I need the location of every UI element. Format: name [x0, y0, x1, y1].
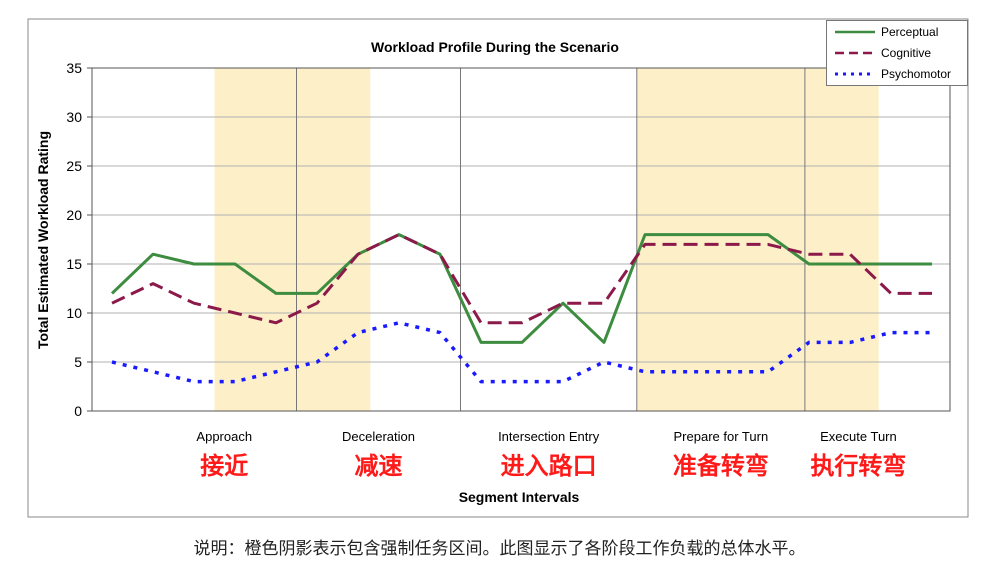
chart-title: Workload Profile During the Scenario — [371, 39, 619, 55]
legend-label-cognitive: Cognitive — [881, 46, 932, 60]
segment-label-4: Execute Turn — [820, 429, 897, 444]
shaded-interval-0 — [214, 68, 371, 411]
y-tick-labels: 0 5 10 15 20 25 30 35 — [66, 60, 82, 419]
series-line-perceptual — [110, 233, 932, 344]
legend-item-perceptual: Perceptual — [833, 24, 938, 40]
legend: Perceptual Cognitive Psychomotor — [826, 20, 968, 86]
y-tick-label-20: 20 — [66, 207, 82, 223]
legend-label-perceptual: Perceptual — [881, 25, 939, 39]
series-lines — [110, 233, 932, 384]
workload-chart: 0 5 10 15 20 25 30 35 Approach 接近 Deceleration 减速 I… — [27, 18, 969, 518]
segment-label-2: Intersection Entry — [498, 429, 600, 444]
y-tick-label-25: 25 — [66, 158, 82, 174]
y-tick-label-35: 35 — [66, 60, 82, 76]
legend-item-psychomotor: Psychomotor — [833, 66, 951, 82]
figure-caption: 说明：橙色阴影表示包含强制任务区间。此图显示了各阶段工作负载的总体水平。 — [193, 539, 806, 559]
segment-labels: Approach 接近 Deceleration 减速 Intersection Ent… — [196, 429, 906, 480]
legend-label-psychomotor: Psychomotor — [881, 67, 952, 81]
segment-dividers — [296, 68, 806, 411]
segment-label-cn-0: 接近 — [200, 452, 248, 480]
y-tick-label-5: 5 — [74, 354, 82, 370]
shaded-intervals — [214, 68, 879, 411]
y-tick-label-15: 15 — [66, 256, 82, 272]
y-axis-label: Total Estimated Workload Rating — [35, 131, 51, 349]
legend-swatch-perceptual — [835, 30, 875, 34]
legend-swatch-cognitive — [835, 51, 875, 55]
y-tick-label-0: 0 — [74, 403, 82, 419]
segment-label-cn-4: 执行转弯 — [810, 452, 906, 480]
segment-label-1: Deceleration — [342, 429, 415, 444]
x-axis-label: Segment Intervals — [459, 489, 580, 505]
segment-label-cn-2: 进入路口 — [501, 452, 597, 480]
segment-label-cn-3: 准备转弯 — [673, 452, 769, 480]
legend-swatch-psychomotor — [835, 72, 875, 76]
legend-item-cognitive: Cognitive — [833, 45, 931, 61]
segment-label-0: Approach — [196, 429, 252, 444]
shaded-interval-1 — [636, 68, 879, 411]
series-line-cognitive — [111, 233, 932, 325]
plot-area-border — [91, 67, 951, 412]
segment-label-cn-1: 减速 — [355, 452, 403, 480]
y-tick-label-30: 30 — [66, 109, 82, 125]
segment-label-3: Prepare for Turn — [674, 429, 769, 444]
y-tick-label-10: 10 — [66, 305, 82, 321]
